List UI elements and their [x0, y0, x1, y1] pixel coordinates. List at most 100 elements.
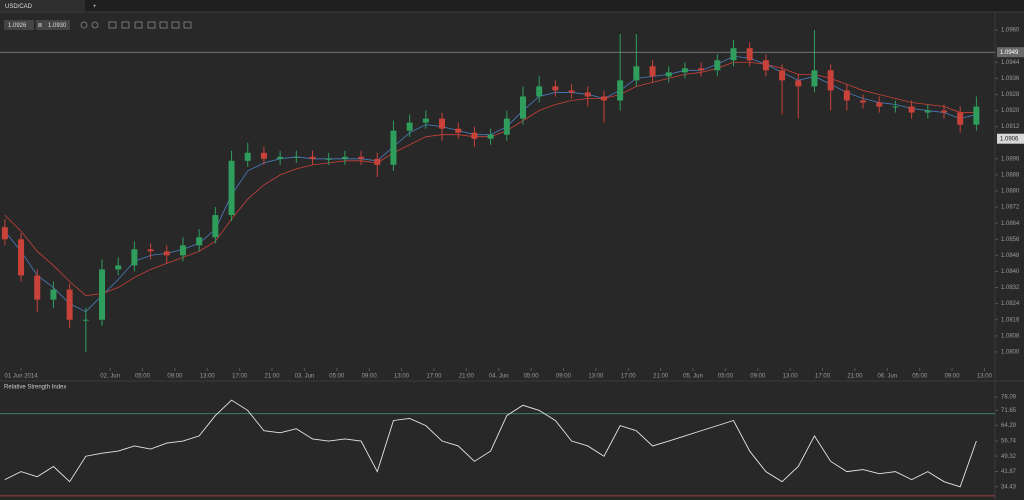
x-tick-label: 13:00 — [977, 374, 993, 380]
candle-body — [876, 102, 883, 107]
tool-icon[interactable] — [183, 21, 192, 29]
price-line-label: 1.0949 — [1000, 50, 1019, 56]
y-tick-label: 1.0864 — [1001, 221, 1020, 227]
candle-body — [34, 275, 41, 300]
candle-body — [892, 106, 899, 108]
tool-icon[interactable] — [147, 21, 156, 29]
candle-body — [390, 130, 397, 165]
tab[interactable]: USD/CAD — [0, 0, 85, 12]
candle-body — [50, 289, 57, 300]
y-tick-label: 1.0944 — [1001, 60, 1020, 66]
x-tick-label: 17:00 — [815, 374, 831, 380]
x-tick-label: 09:00 — [556, 374, 572, 380]
y-tick-label: 1.0848 — [1001, 253, 1020, 259]
ask: 1.0930 — [48, 23, 67, 29]
y-tick-label: 41.87 — [1001, 469, 1017, 475]
candle-body — [82, 319, 89, 321]
candle-body — [244, 152, 251, 161]
candle-body — [503, 118, 510, 135]
candle-body — [714, 60, 721, 71]
y-tick-label: 56.74 — [1001, 439, 1017, 445]
tool-icon[interactable] — [121, 21, 130, 29]
x-tick-label: 17:00 — [232, 374, 248, 380]
candle-body — [163, 251, 170, 256]
candle-body — [115, 265, 122, 270]
candle-body — [568, 90, 575, 93]
toolbar — [80, 21, 192, 29]
y-tick-label: 1.0960 — [1001, 28, 1020, 34]
indicator-title: Relative Strength Index — [4, 385, 66, 391]
y-tick-label: 1.0840 — [1001, 269, 1020, 275]
candle-body — [762, 60, 769, 71]
y-tick-label: 1.0872 — [1001, 205, 1020, 211]
x-tick-label: 21:00 — [653, 374, 669, 380]
y-tick-label: 1.0816 — [1001, 317, 1020, 323]
candle-body — [811, 70, 818, 87]
candle-body — [649, 66, 656, 77]
candle-body — [843, 90, 850, 101]
x-tick-label: 01 Jun 2014 — [5, 374, 39, 380]
y-tick-label: 71.65 — [1001, 408, 1017, 414]
candle-body — [730, 48, 737, 61]
zoom-out[interactable] — [91, 21, 99, 29]
candle-body — [520, 96, 527, 119]
y-tick-label: 1.0896 — [1001, 156, 1020, 162]
candle-body — [698, 68, 705, 71]
candle-body — [18, 239, 25, 276]
candle-body — [66, 289, 73, 320]
candle-body — [406, 122, 413, 131]
bid: 1.0926 — [8, 23, 27, 29]
add-tab[interactable]: + — [93, 4, 97, 10]
y-tick-label: 1.0808 — [1001, 333, 1020, 339]
tool-icon[interactable] — [159, 21, 168, 29]
quote: 1.0926 1.0930 — [4, 20, 70, 30]
rsi-line — [4, 399, 977, 488]
x-tick-label: 09:00 — [750, 374, 766, 380]
candle-body — [552, 86, 559, 91]
y-tick-label: 1.0936 — [1001, 76, 1020, 82]
y-tick-label: 1.0800 — [1001, 349, 1020, 355]
zoom-in[interactable] — [80, 21, 88, 29]
candle-body — [422, 118, 429, 123]
ask-box[interactable] — [36, 20, 70, 30]
candle-body — [455, 128, 462, 133]
x-tick-label: 21:00 — [265, 374, 281, 380]
tool-icon[interactable] — [108, 21, 117, 29]
candle-body — [277, 156, 284, 159]
candle-body — [924, 110, 931, 113]
x-tick-label: 09:00 — [167, 374, 183, 380]
x-tick-label: 03. Jun — [295, 374, 315, 380]
y-tick-label: 1.0880 — [1001, 189, 1020, 195]
x-tick-label: 02. Jun — [100, 374, 120, 380]
x-tick-label: 13:00 — [394, 374, 410, 380]
candle-body — [228, 160, 235, 216]
candle-body — [617, 80, 624, 101]
y-tick-label: 1.0824 — [1001, 301, 1020, 307]
y-tick-label: 78.09 — [1001, 395, 1017, 401]
candle-body — [860, 100, 867, 103]
x-tick-label: 05. Jun — [683, 374, 703, 380]
candle-body — [940, 110, 947, 113]
bid-box[interactable] — [4, 20, 34, 30]
x-tick-label: 09:00 — [945, 374, 961, 380]
candle-body — [358, 156, 365, 159]
spread-icon — [38, 23, 42, 27]
tab-box[interactable] — [0, 0, 85, 12]
y-tick-label: 1.0920 — [1001, 108, 1020, 114]
x-tick-label: 13:00 — [783, 374, 799, 380]
x-tick-label: 13:00 — [588, 374, 604, 380]
x-tick-label: 04. Jun — [489, 374, 509, 380]
candle-body — [341, 156, 348, 159]
candle-body — [471, 132, 478, 139]
tool-icon[interactable] — [171, 21, 180, 29]
tool-icon[interactable] — [134, 21, 143, 29]
x-tick-label: 05:00 — [912, 374, 928, 380]
candle-body — [827, 70, 834, 91]
x-tick-label: 05:00 — [718, 374, 734, 380]
x-tick-label: 21:00 — [459, 374, 475, 380]
tab-title[interactable]: USD/CAD — [5, 4, 33, 10]
candle-body — [179, 245, 186, 256]
candle-body — [746, 48, 753, 61]
